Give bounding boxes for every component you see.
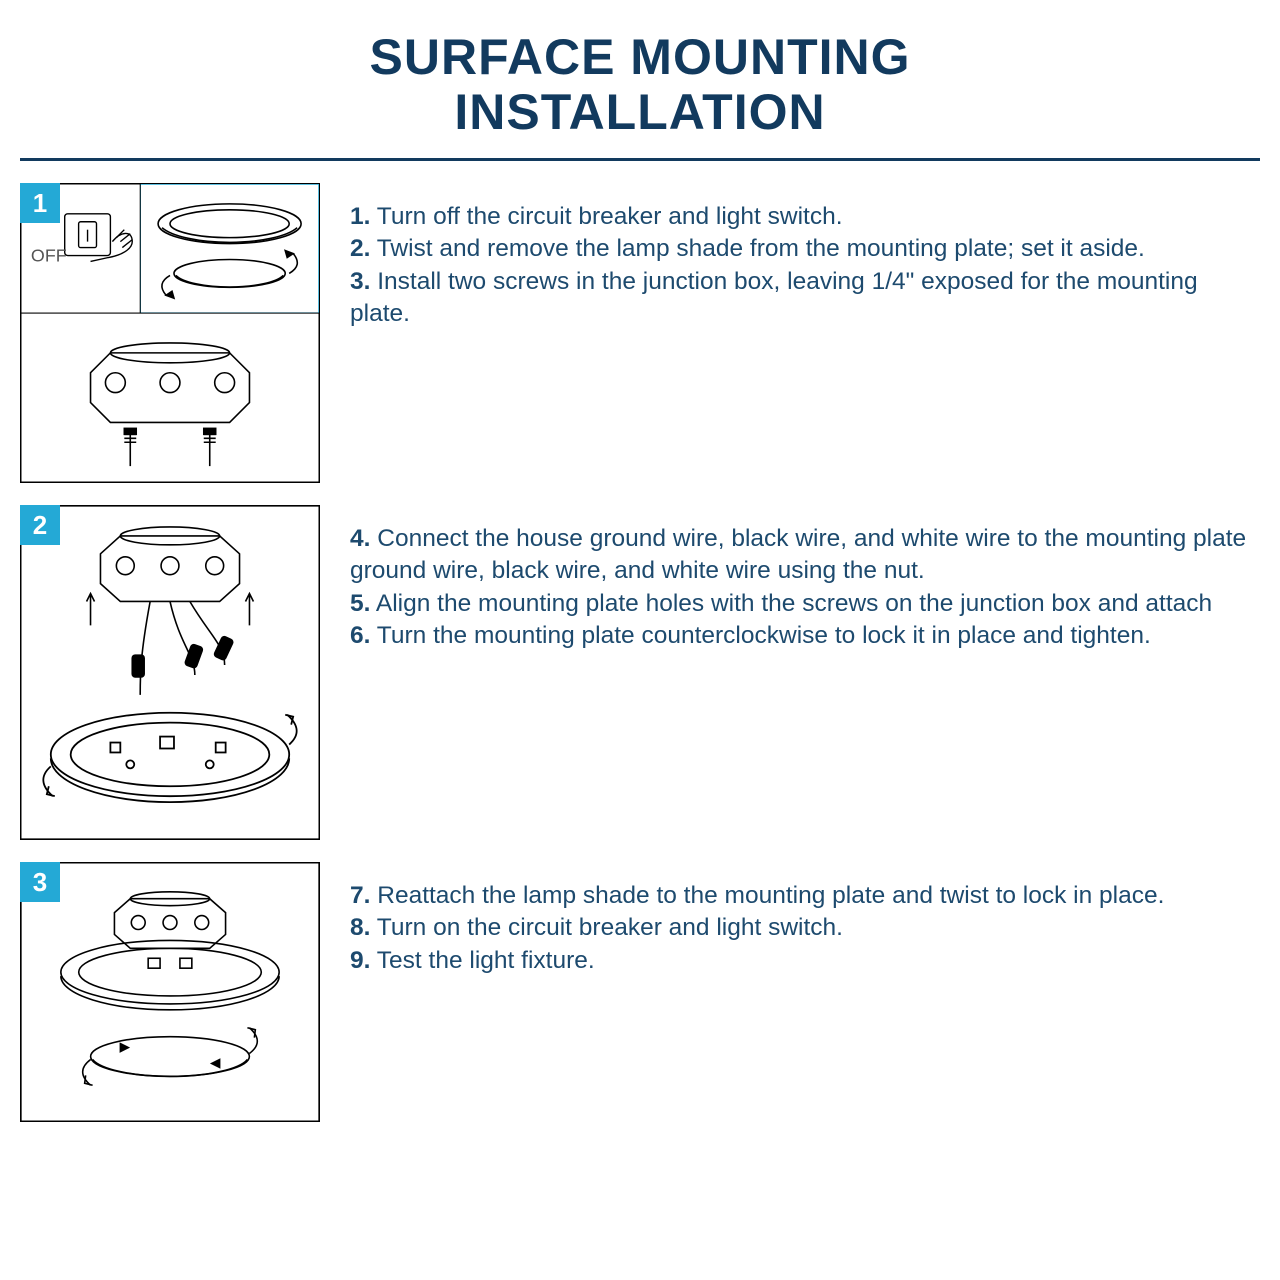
title-line-1: SURFACE MOUNTING xyxy=(370,29,911,85)
step-badge-2: 2 xyxy=(20,505,60,545)
figure-2 xyxy=(20,505,320,840)
figure-2-wrap: 2 xyxy=(20,505,320,840)
instructions-1: 1. Turn off the circuit breaker and ligh… xyxy=(350,183,1260,330)
off-label: OFF xyxy=(31,245,67,265)
page-title: SURFACE MOUNTING INSTALLATION xyxy=(20,30,1260,140)
figure-3 xyxy=(20,862,320,1122)
step-badge-3: 3 xyxy=(20,862,60,902)
instructions-3: 7. Reattach the lamp shade to the mounti… xyxy=(350,862,1260,977)
panels: 1 OFF xyxy=(20,183,1260,1122)
instructions-2: 4. Connect the house ground wire, black … xyxy=(350,505,1260,652)
panel-2: 2 xyxy=(20,505,1260,840)
title-line-2: INSTALLATION xyxy=(454,84,825,140)
step-badge-1: 1 xyxy=(20,183,60,223)
figure-1: OFF xyxy=(20,183,320,483)
title-rule xyxy=(20,158,1260,161)
figure-3-wrap: 3 xyxy=(20,862,320,1122)
panel-1: 1 OFF xyxy=(20,183,1260,483)
figure-1-wrap: 1 OFF xyxy=(20,183,320,483)
panel-3: 3 xyxy=(20,862,1260,1122)
